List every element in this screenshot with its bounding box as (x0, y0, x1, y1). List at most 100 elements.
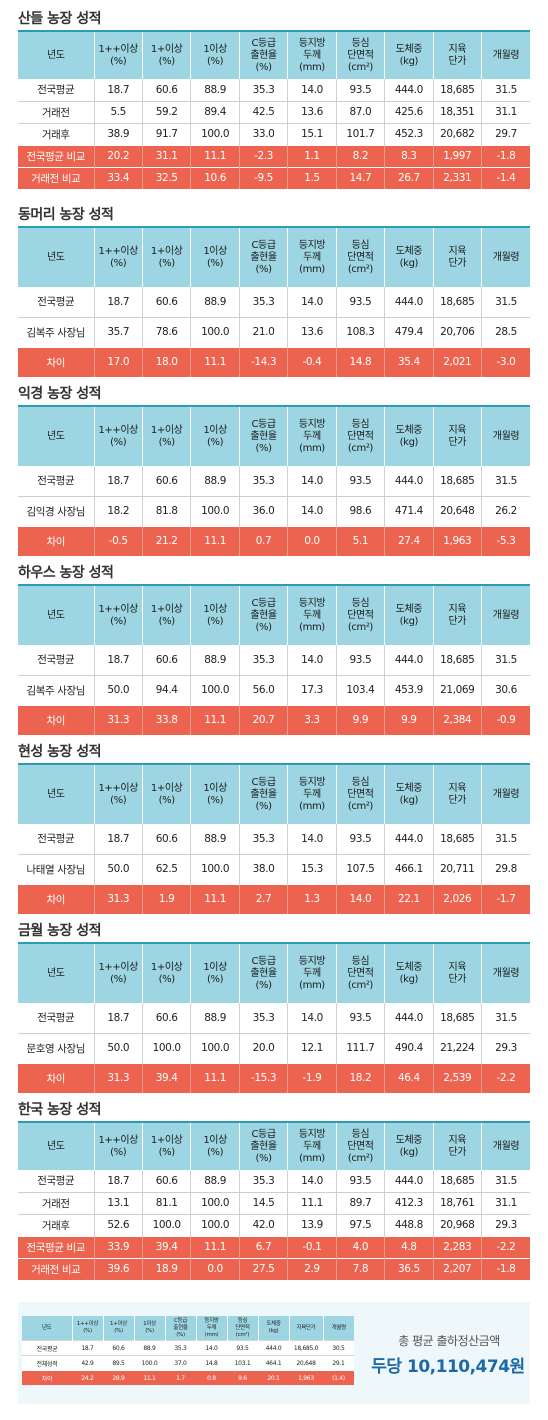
table-cell: 4.8 (384, 1235, 434, 1258)
table-cell: 18,685 (432, 466, 482, 496)
table-cell: 14.8 (335, 346, 385, 377)
table-cell: 31.1 (141, 144, 191, 167)
column-header: 지육 단가 (432, 585, 482, 645)
table-cell: 33.4 (93, 166, 143, 189)
table-cell: 100.0 (190, 122, 240, 145)
row-label: 차이 (18, 1062, 94, 1093)
table-cell: 35.3 (238, 1170, 288, 1192)
table-row: 거래전 13.1 81.1 100.0 14.5 11.1 89.7 412.3 18,761 3… (18, 1191, 530, 1214)
column-header: 도체중 (kg) (384, 227, 434, 287)
table-cell: 452.3 (384, 122, 434, 145)
row-label: 거래후 (18, 122, 94, 145)
table-cell: 14.0 (287, 287, 337, 317)
table-cell: -0.1 (287, 1235, 337, 1258)
column-header: 년도 (18, 585, 94, 645)
summary-cell: 464.1 (258, 1355, 289, 1371)
summary-row-label: 전체성적 (22, 1355, 72, 1371)
column-header: 등지방 두께 (mm) (287, 406, 337, 466)
column-header: 등심 단면적 (cm²) (335, 227, 385, 287)
table-cell: 29.7 (481, 122, 530, 145)
table-cell: 1.5 (287, 166, 337, 189)
row-label: 전국평균 비교 (18, 144, 94, 167)
table-cell: 20,648 (432, 495, 482, 526)
table-cell: 93.5 (335, 466, 385, 496)
table-cell: 100.0 (190, 674, 240, 705)
difference-row: 전국평균 비교 33.9 39.4 11.1 6.7 -0.1 4.0 4.8 2,283 -2.… (18, 1235, 530, 1258)
table-cell: 9.9 (335, 704, 385, 735)
table-cell: 2.7 (238, 883, 288, 914)
table-cell: -1.4 (481, 166, 530, 189)
table-cell: 31.5 (481, 645, 530, 675)
table-cell: 29.3 (481, 1032, 530, 1063)
column-header: 1이상 (%) (190, 227, 240, 287)
table-cell: 26.7 (384, 166, 434, 189)
summary-row: 전체성적 42.9 89.5 100.0 37.0 14.8 103.1 464.1 20,64… (22, 1355, 354, 1371)
difference-row: 차이 -0.5 21.2 11.1 0.7 0.0 5.1 27.4 1,963 -5.3 (18, 525, 530, 556)
row-label: 전국평균 (37, 833, 75, 846)
column-header: 1+이상 (%) (141, 31, 191, 79)
score-table: 년도 1++이상 (%) 1+이상 (%) 1이상 (%) C등급 출현율 (%) 등지방… (18, 405, 530, 556)
section-title: 산들 농장 성적 (18, 11, 102, 27)
table-row: 전국평균 18.7 60.6 88.9 35.3 14.0 93.5 444.0 18,685 3… (18, 824, 530, 854)
table-cell: 35.7 (93, 316, 143, 347)
row-label: 전국평균 (37, 1175, 75, 1188)
table-cell: 444.0 (384, 79, 434, 101)
summary-column-header: 년도 (22, 1316, 72, 1341)
table-cell: 35.4 (384, 346, 434, 377)
row-label: 전국평균 (37, 654, 75, 667)
table-header-row: 년도 1++이상 (%) 1+이상 (%) 1이상 (%) C등급 출현율 (%) 등지방… (18, 943, 530, 1003)
summary-cell: 93.5 (227, 1340, 258, 1356)
column-header: 1이상 (%) (190, 764, 240, 824)
table-cell: -1.8 (481, 144, 530, 167)
column-header: 1+이상 (%) (141, 943, 191, 1003)
table-cell: 88.9 (190, 1170, 240, 1192)
difference-row: 차이 31.3 33.8 11.1 20.7 3.3 9.9 9.9 2,384 -0.9 (18, 704, 530, 735)
table-cell: 88.9 (190, 1003, 240, 1033)
table-cell: 88.9 (190, 645, 240, 675)
table-cell: 20,711 (432, 853, 482, 884)
table-header-row: 년도 1++이상 (%) 1+이상 (%) 1이상 (%) C등급 출현율 (%) 등지방… (18, 406, 530, 466)
summary-column-header: 개월령 (322, 1316, 354, 1341)
section-title: 하우스 농장 성적 (18, 565, 114, 581)
table-cell: 91.7 (141, 122, 191, 145)
column-header: 지육 단가 (432, 227, 482, 287)
table-cell: 35.3 (238, 466, 288, 496)
table-cell: 20.7 (238, 704, 288, 735)
summary-column-header: 지육단가 (288, 1316, 323, 1341)
table-cell: 31.5 (481, 466, 530, 496)
row-label: 전국평균 (37, 84, 75, 97)
table-header-row: 년도 1++이상 (%) 1+이상 (%) 1이상 (%) C등급 출현율 (%) 등지방… (18, 1122, 530, 1170)
table-cell: 62.5 (141, 853, 191, 884)
table-cell: 100.0 (190, 316, 240, 347)
summary-difference-row: 차이 24.2 28.9 11.1 1.7 0.8 9.6 20.1 1,963 (1.4) (22, 1370, 354, 1385)
table-cell: 50.0 (93, 1032, 143, 1063)
column-header: C등급 출현율 (%) (238, 943, 288, 1003)
table-cell: 33.9 (93, 1235, 143, 1258)
column-header: 등심 단면적 (cm²) (335, 31, 385, 79)
table-cell: 33.0 (238, 122, 288, 145)
table-cell: -0.5 (93, 525, 143, 556)
table-cell: -1.7 (481, 883, 530, 914)
table-cell: 2,384 (432, 704, 482, 735)
table-cell: 18.2 (93, 495, 143, 526)
table-cell: 81.8 (141, 495, 191, 526)
table-cell: 100.0 (141, 1032, 191, 1063)
column-header: 도체중 (kg) (384, 764, 434, 824)
summary-cell: 18.7 (72, 1340, 103, 1356)
table-cell: 10.6 (190, 166, 240, 189)
column-header: 1+이상 (%) (141, 227, 191, 287)
row-label: 거래후 (18, 1213, 94, 1236)
row-label: 차이 (18, 883, 94, 914)
section-title: 금월 농장 성적 (18, 923, 102, 939)
summary-column-header: 1이상 (%) (133, 1316, 165, 1341)
summary-cell: 18,685.0 (289, 1340, 323, 1356)
table-cell: 81.1 (141, 1191, 191, 1214)
column-header: 등지방 두께 (mm) (287, 227, 337, 287)
table-cell: 2,026 (432, 883, 482, 914)
table-cell: 21,069 (432, 674, 482, 705)
table-cell: 444.0 (384, 466, 434, 496)
table-cell: 453.9 (384, 674, 434, 705)
table-cell: 444.0 (384, 287, 434, 317)
table-cell: 20,968 (432, 1213, 482, 1236)
column-header: 지육 단가 (432, 764, 482, 824)
